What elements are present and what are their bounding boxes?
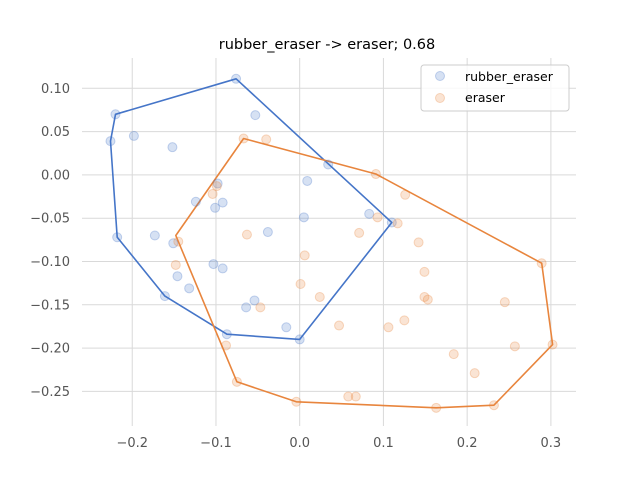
data-points bbox=[105, 73, 558, 413]
x-axis-ticks: −0.2 −0.1 0.0 0.1 0.2 0.3 bbox=[116, 436, 561, 451]
eraser-point bbox=[448, 349, 459, 360]
y-tick-label: −0.10 bbox=[30, 255, 70, 270]
y-tick-label: 0.00 bbox=[41, 168, 70, 183]
eraser-point bbox=[419, 266, 430, 277]
y-tick-label: 0.10 bbox=[41, 82, 70, 97]
legend-marker-eraser bbox=[435, 93, 445, 103]
eraser-point bbox=[536, 258, 547, 269]
eraser-point bbox=[241, 229, 252, 240]
eraser-point bbox=[399, 315, 410, 326]
rubber-eraser-hull bbox=[109, 78, 393, 341]
y-tick-label: −0.05 bbox=[30, 212, 70, 227]
rubber-eraser-point bbox=[190, 196, 201, 207]
eraser-point bbox=[173, 236, 184, 247]
eraser-point bbox=[370, 169, 381, 180]
legend-label-eraser: eraser bbox=[465, 90, 506, 105]
eraser-point bbox=[221, 340, 232, 351]
rubber-eraser-point bbox=[217, 263, 228, 274]
x-tick-label: 0.3 bbox=[541, 436, 562, 451]
eraser-point bbox=[422, 294, 433, 305]
eraser-point bbox=[291, 396, 302, 407]
eraser-point bbox=[314, 291, 325, 302]
rubber-eraser-point bbox=[262, 227, 273, 238]
eraser-hull bbox=[175, 137, 554, 409]
y-tick-label: −0.20 bbox=[30, 342, 70, 357]
eraser-point bbox=[334, 320, 345, 331]
rubber-eraser-point bbox=[210, 202, 221, 213]
x-tick-label: −0.2 bbox=[116, 436, 148, 451]
eraser-point bbox=[207, 188, 218, 199]
rubber-eraser-point bbox=[323, 159, 334, 170]
x-tick-label: 0.0 bbox=[289, 436, 310, 451]
eraser-point bbox=[354, 227, 365, 238]
rubber-eraser-point bbox=[167, 142, 178, 153]
rubber-eraser-point bbox=[217, 197, 228, 208]
eraser-point bbox=[419, 291, 430, 302]
hull-polygons bbox=[109, 78, 554, 409]
y-tick-label: −0.25 bbox=[30, 385, 70, 400]
rubber-eraser-point bbox=[208, 259, 219, 270]
rubber-eraser-point bbox=[172, 271, 183, 282]
chart-title: rubber_eraser -> eraser; 0.68 bbox=[219, 37, 435, 53]
grid-lines bbox=[82, 58, 576, 426]
y-tick-label: −0.15 bbox=[30, 298, 70, 313]
rubber-eraser-point bbox=[128, 130, 139, 141]
rubber-eraser-point bbox=[231, 73, 242, 84]
rubber-eraser-point bbox=[184, 283, 195, 294]
rubber-eraser-point bbox=[294, 334, 305, 345]
rubber-eraser-point bbox=[298, 212, 309, 223]
eraser-point bbox=[509, 341, 520, 352]
x-tick-label: 0.2 bbox=[457, 436, 478, 451]
eraser-point bbox=[392, 218, 403, 229]
legend-label-rubber-eraser: rubber_eraser bbox=[465, 69, 554, 84]
rubber-eraser-point bbox=[168, 238, 179, 249]
eraser-point bbox=[499, 297, 510, 308]
legend: rubber_eraser eraser bbox=[420, 64, 570, 112]
eraser-point bbox=[299, 250, 310, 261]
eraser-point bbox=[383, 322, 394, 333]
legend-marker-rubber-eraser bbox=[435, 71, 445, 81]
eraser-point bbox=[238, 133, 249, 144]
rubber-eraser-point bbox=[149, 230, 160, 241]
eraser-point bbox=[350, 391, 361, 402]
eraser-point bbox=[372, 212, 383, 223]
eraser-point bbox=[261, 134, 272, 145]
y-tick-label: 0.05 bbox=[41, 125, 70, 140]
rubber-eraser-point bbox=[386, 217, 397, 228]
y-axis-ticks: 0.10 0.05 0.00 −0.05 −0.10 −0.15 −0.20 −0.25 bbox=[30, 82, 70, 400]
rubber-eraser-point bbox=[249, 295, 260, 306]
eraser-point bbox=[255, 302, 266, 313]
rubber-eraser-point bbox=[112, 232, 123, 243]
rubber-eraser-point bbox=[159, 291, 170, 302]
rubber-eraser-point bbox=[110, 109, 121, 120]
legend-box bbox=[420, 64, 570, 112]
rubber-eraser-point bbox=[250, 110, 261, 121]
rubber-eraser-point bbox=[364, 208, 375, 219]
eraser-point bbox=[431, 402, 442, 413]
eraser-point bbox=[211, 181, 222, 192]
rubber-eraser-point bbox=[221, 329, 232, 340]
rubber-eraser-point bbox=[302, 175, 313, 186]
eraser-point bbox=[295, 278, 306, 289]
x-tick-label: 0.1 bbox=[373, 436, 394, 451]
rubber-eraser-point bbox=[281, 322, 292, 333]
eraser-point bbox=[413, 237, 424, 248]
eraser-point bbox=[488, 400, 499, 411]
rubber-eraser-point bbox=[241, 302, 252, 313]
rubber-eraser-point bbox=[105, 136, 116, 147]
eraser-point bbox=[231, 376, 242, 387]
eraser-point bbox=[343, 391, 354, 402]
eraser-point bbox=[170, 259, 181, 270]
eraser-point bbox=[400, 189, 411, 200]
rubber-eraser-point bbox=[212, 178, 223, 189]
eraser-point bbox=[547, 339, 558, 350]
eraser-point bbox=[469, 368, 480, 379]
x-tick-label: −0.1 bbox=[200, 436, 232, 451]
